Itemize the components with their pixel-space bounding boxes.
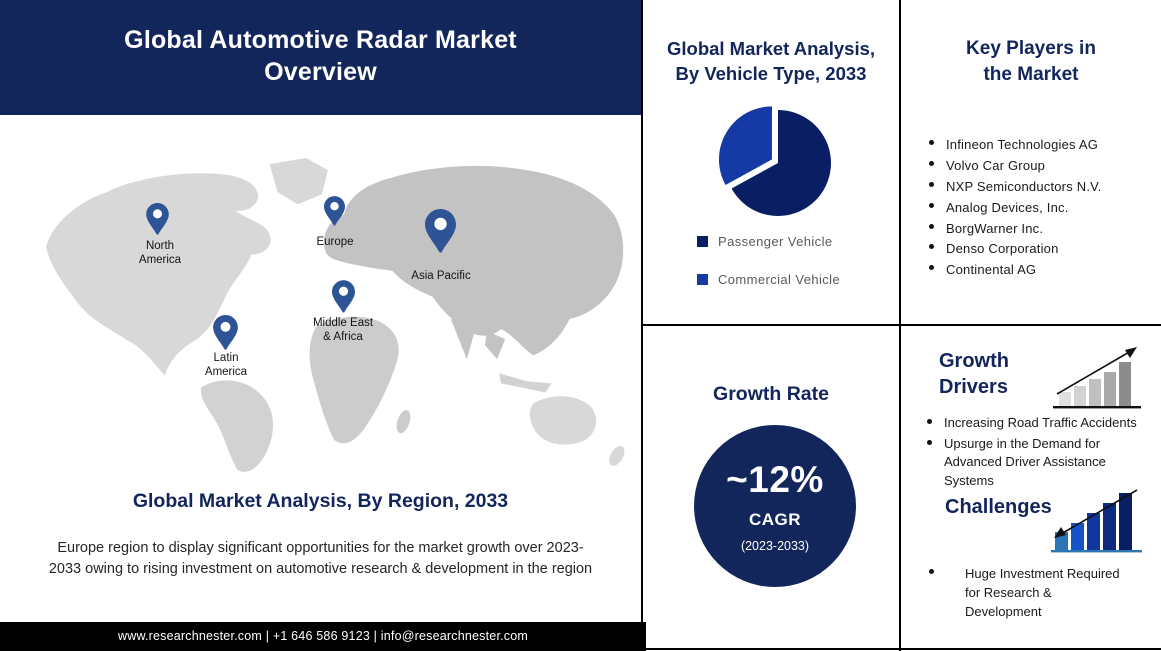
challenges-list: Huge Investment Required for Research & …: [929, 564, 1124, 621]
page-title: Global Automotive Radar Market Overview: [124, 26, 517, 86]
challenges-heading: Challenges: [945, 496, 1052, 518]
map-label-latin-america: Latin America: [204, 352, 248, 378]
legend-swatch-passenger: [697, 235, 708, 247]
continent-australia: [529, 396, 597, 445]
continent-africa: [309, 316, 399, 444]
continent-north-america: [46, 173, 271, 376]
map-label-europe: Europe: [316, 236, 354, 248]
list-item: Continental AG: [929, 261, 1149, 278]
list-item: Volvo Car Group: [929, 157, 1149, 174]
legend-item-commercial-vehicle: Commercial Vehicle: [697, 271, 841, 287]
island-japan: [585, 257, 599, 280]
legend-label-passenger: Passenger Vehicle: [718, 233, 833, 249]
list-item: Increasing Road Traffic Accidents: [927, 414, 1149, 433]
map-label-north-america: North America: [138, 240, 182, 266]
region-analysis-paragraph: Europe region to display significant opp…: [48, 540, 593, 577]
vehicle-type-heading: Global Market Analysis, By Vehicle Type,…: [666, 38, 876, 84]
map-label-asia-pacific: Asia Pacific: [411, 270, 471, 282]
map-label-middle-east-africa: Middle East & Africa: [312, 317, 374, 343]
legend-item-passenger-vehicle: Passenger Vehicle: [697, 233, 840, 249]
island-new-zealand: [609, 445, 625, 466]
location-pin-icon: [324, 196, 345, 226]
island-madagascar: [396, 410, 411, 434]
cagr-label: CAGR: [748, 510, 802, 529]
growth-rate-circle: ~12% CAGR (2023-2033): [694, 425, 856, 587]
location-pin-icon: [146, 203, 169, 235]
list-item: Infineon Technologies AG: [929, 136, 1149, 153]
continent-eurasia: [323, 165, 624, 356]
growth-drivers-heading: Growth Drivers: [939, 350, 1009, 398]
legend-label-commercial: Commercial Vehicle: [718, 271, 841, 287]
footer-bar: www.researchnester.com | +1 646 586 9123…: [0, 622, 646, 651]
legend-swatch-commercial: [697, 273, 708, 285]
list-item: Denso Corporation: [929, 240, 1149, 257]
location-pin-icon: [213, 315, 238, 350]
peninsula-se-asia: [485, 331, 506, 360]
growth-rate-panel: Growth Rate ~12% CAGR (2023-2033): [643, 326, 899, 648]
key-players-list: Infineon Technologies AG Volvo Car Group N…: [929, 136, 1149, 282]
list-item: NXP Semiconductors N.V.: [929, 178, 1149, 195]
list-item: Huge Investment Required for Research & …: [929, 564, 1124, 621]
growth-drivers-list: Increasing Road Traffic Accidents Upsurge…: [927, 414, 1149, 492]
pie-slice-commercial-vehicle: [718, 106, 772, 185]
footer-contact-text: www.researchnester.com | +1 646 586 9123…: [117, 629, 529, 643]
continent-south-america: [200, 380, 274, 472]
region-analysis-heading: Global Market Analysis, By Region, 2033: [132, 490, 509, 512]
list-item: Analog Devices, Inc.: [929, 199, 1149, 216]
list-item: Upsurge in the Demand for Advanced Drive…: [927, 435, 1149, 491]
growth-rate-heading: Growth Rate: [713, 383, 829, 405]
pie-slice-passenger-vehicle: [731, 110, 831, 216]
location-pin-icon: [332, 280, 355, 313]
world-map: North America Europe Asia Pacific Middle…: [28, 150, 632, 482]
divider-horizontal: [641, 324, 1161, 326]
cagr-value: ~12%: [726, 459, 824, 500]
drivers-challenges-panel: Growth Drivers Increasing Road Traffic A…: [901, 326, 1161, 648]
cagr-period: (2023-2033): [740, 539, 810, 553]
vehicle-type-pie-chart: [718, 106, 831, 216]
vehicle-type-panel: Global Market Analysis, By Vehicle Type,…: [643, 0, 899, 324]
islands-indonesia: [499, 373, 552, 393]
world-map-graphic: [46, 158, 625, 472]
title-band: Global Automotive Radar Market Overview: [0, 0, 641, 115]
peninsula-india: [450, 319, 477, 360]
ascending-bar-chart-up-arrow-icon: [1053, 347, 1141, 409]
list-item: BorgWarner Inc.: [929, 220, 1149, 237]
location-pin-icon: [425, 209, 456, 253]
pie-legend: Passenger Vehicle Commercial Vehicle: [697, 234, 840, 310]
key-players-panel: Key Players in the Market Infineon Techn…: [901, 0, 1161, 324]
divider-bottom: [641, 648, 1161, 650]
key-players-heading: Key Players in the Market: [966, 38, 1096, 85]
continent-greenland: [269, 158, 328, 205]
ascending-bar-chart-down-arrow-icon: [1051, 489, 1142, 553]
